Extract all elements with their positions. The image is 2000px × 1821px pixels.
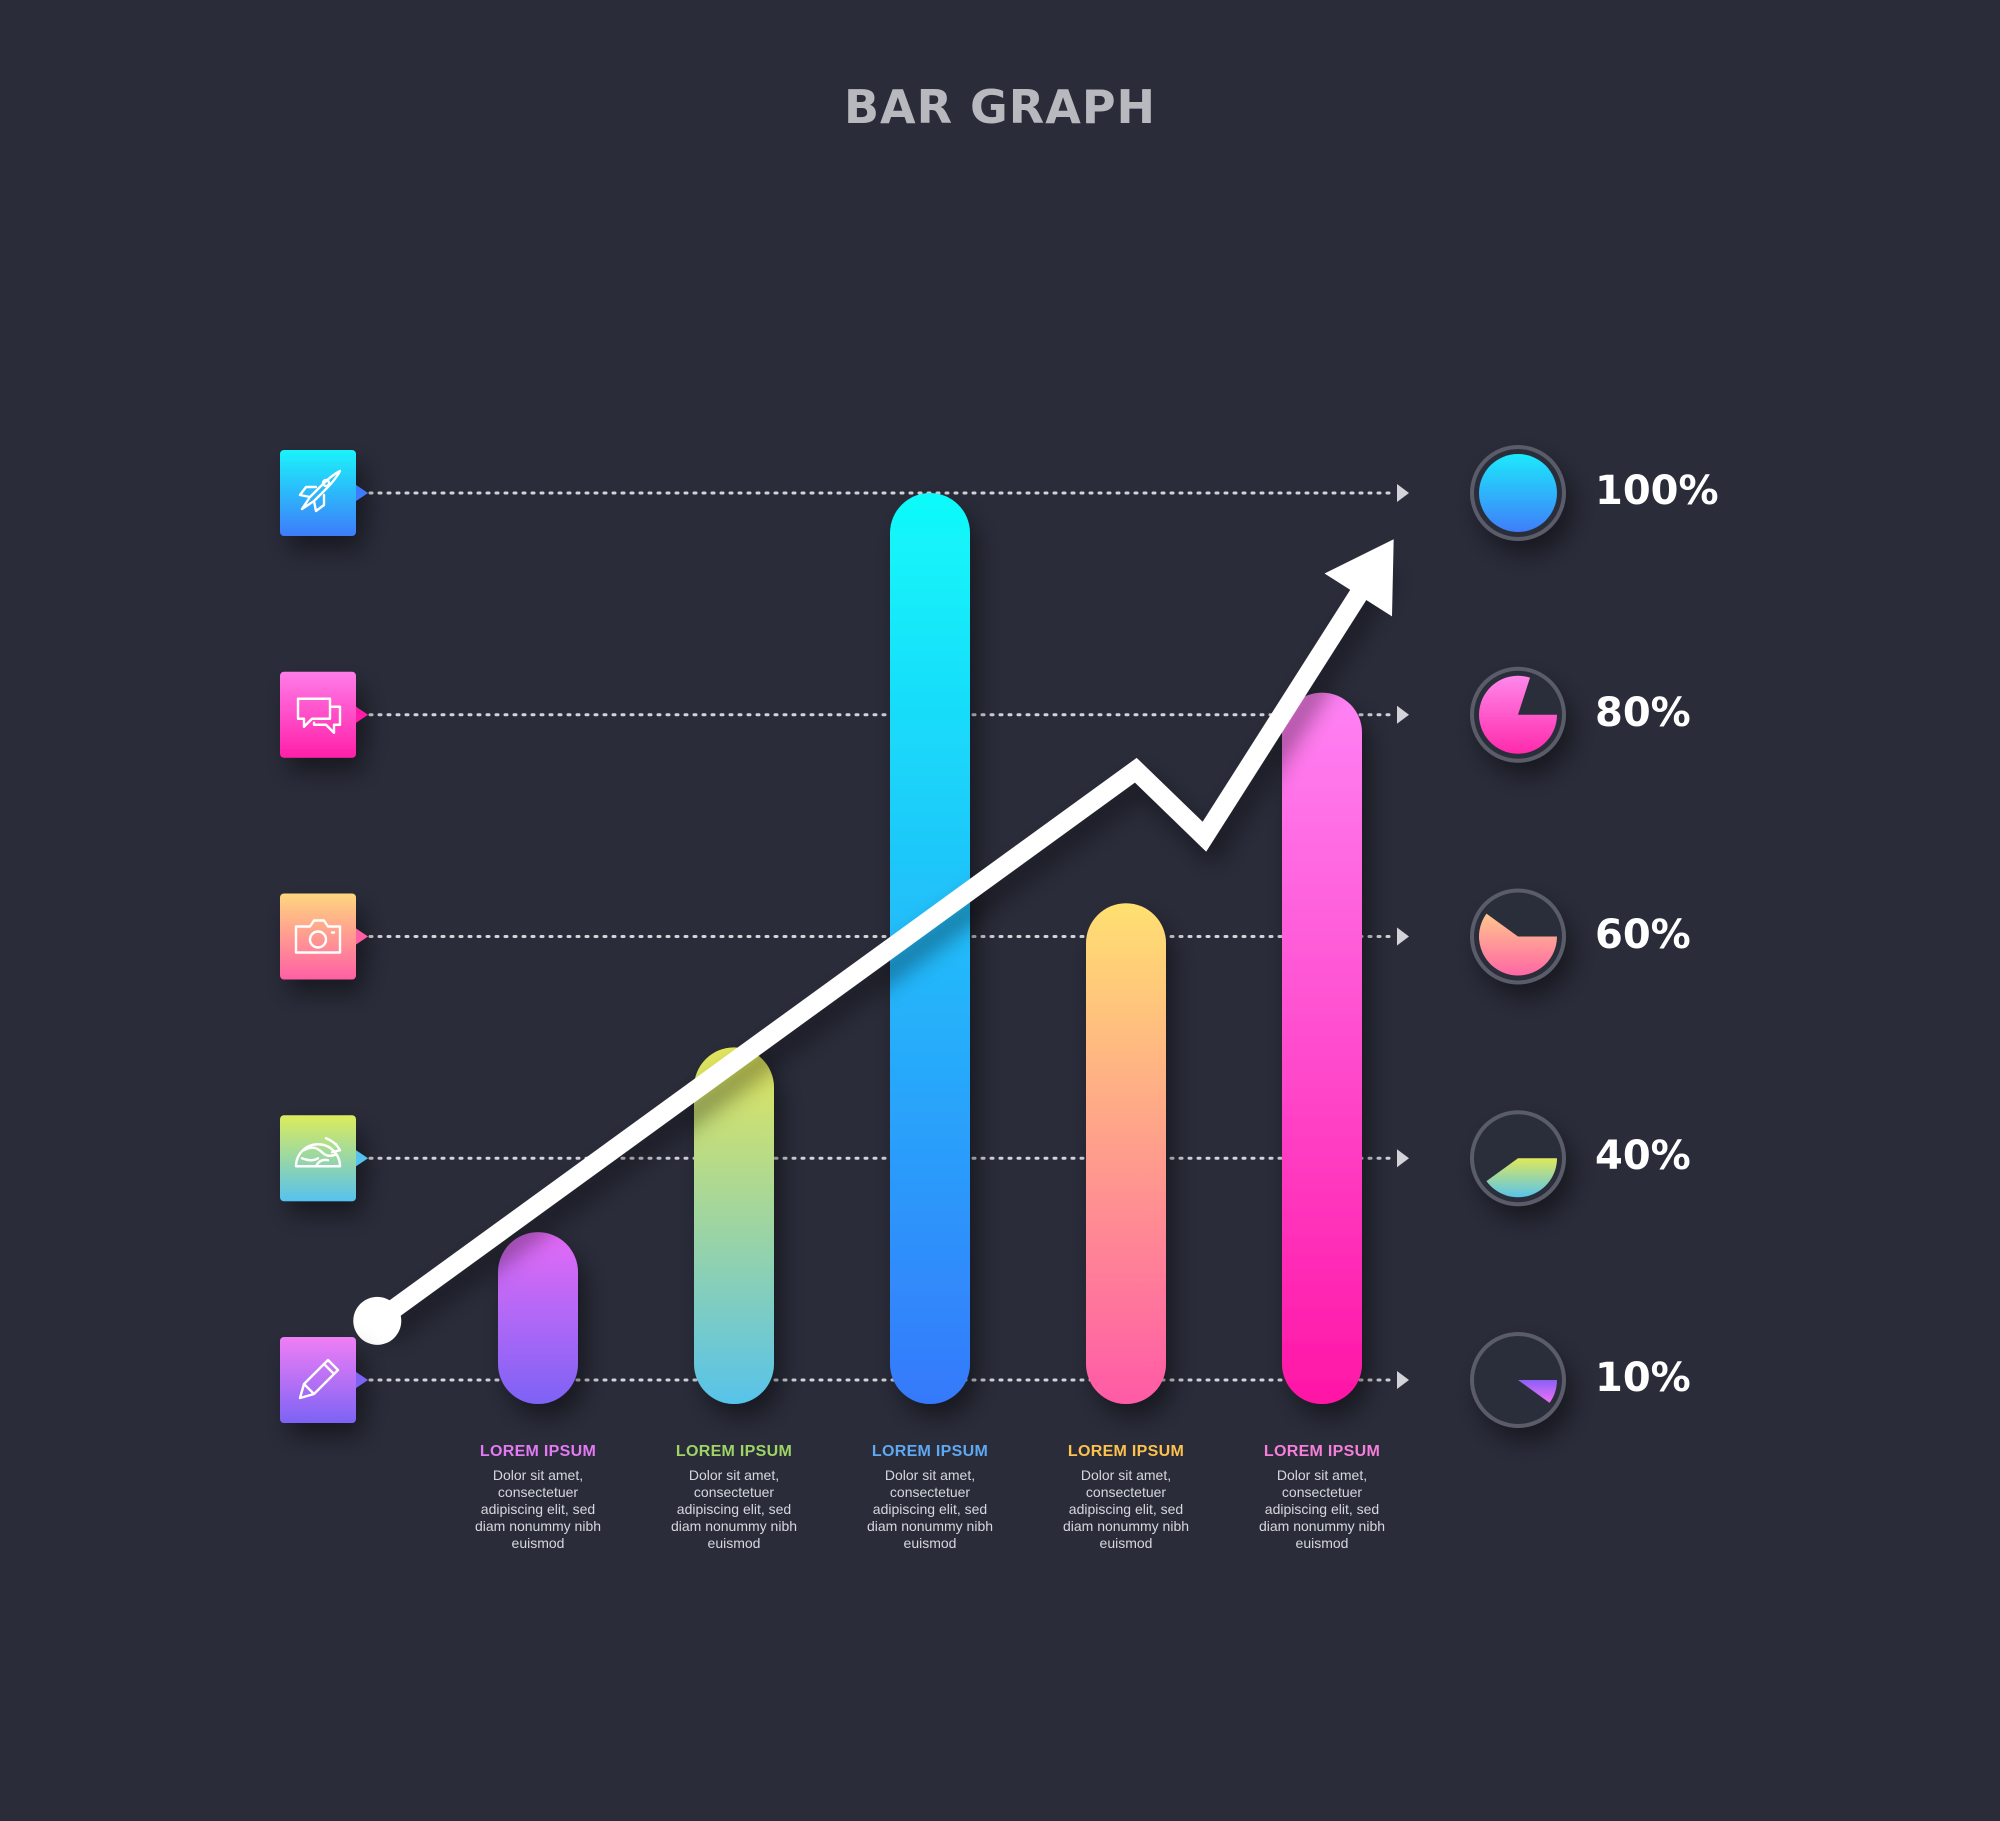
category-description-line: consectetuer: [1281, 1484, 1363, 1500]
category-description-line: consectetuer: [693, 1484, 775, 1500]
category-description-line: euismod: [1295, 1535, 1349, 1551]
grid-arrowhead: [1397, 927, 1409, 946]
category-description-line: Dolor sit amet,: [1080, 1467, 1172, 1483]
category-description-line: Dolor sit amet,: [884, 1467, 976, 1483]
icon-tile: [280, 1337, 368, 1423]
tick-pies: [1470, 445, 1566, 1428]
category-block: LOREM IPSUM Dolor sit amet, consectetuer ad…: [1036, 1443, 1216, 1552]
pie-slice: [1479, 913, 1557, 976]
pie-slice: [1479, 454, 1557, 532]
grid-arrowhead: [1397, 705, 1409, 724]
tick-pie: [1470, 1110, 1566, 1207]
bars: [498, 493, 1362, 1404]
tick-pie: [1470, 1332, 1566, 1428]
category-block: LOREM IPSUM Dolor sit amet, consectetuer ad…: [840, 1443, 1020, 1552]
grid-arrowhead: [1397, 1371, 1409, 1389]
category-description-line: euismod: [511, 1535, 565, 1551]
tick-label: 10%: [1595, 1355, 1691, 1401]
earth-icon: [294, 1137, 342, 1168]
pie-slice: [1479, 675, 1557, 754]
grid-arrowhead: [1397, 484, 1409, 502]
category-description-line: adipiscing elit, sed: [1264, 1501, 1380, 1517]
tick-pie: [1470, 445, 1566, 541]
category-label: LOREM IPSUM: [675, 1443, 793, 1460]
bar: [890, 493, 970, 1404]
category-block: LOREM IPSUM Dolor sit amet, consectetuer ad…: [448, 1443, 628, 1552]
category-description-line: consectetuer: [497, 1484, 579, 1500]
category-block: LOREM IPSUM Dolor sit amet, consectetuer ad…: [1232, 1443, 1412, 1552]
bar: [694, 1047, 774, 1404]
bar: [498, 1232, 578, 1404]
rocket-icon: [298, 469, 342, 513]
category-label: LOREM IPSUM: [1067, 1443, 1185, 1460]
category-description-line: consectetuer: [889, 1484, 971, 1500]
tick-pie: [1470, 888, 1566, 985]
trend-arrowhead: [1324, 539, 1394, 617]
icon-tile: [280, 450, 368, 536]
category-description-line: diam nonummy nibh: [1062, 1518, 1190, 1534]
category-label: LOREM IPSUM: [479, 1443, 597, 1460]
category-description-line: Dolor sit amet,: [1276, 1467, 1368, 1483]
category-description-line: Dolor sit amet,: [492, 1467, 584, 1483]
bar: [1086, 903, 1166, 1404]
category-description-line: diam nonummy nibh: [670, 1518, 798, 1534]
category-description-line: euismod: [1099, 1535, 1153, 1551]
camera-icon: [294, 919, 342, 954]
tick-label: 40%: [1595, 1133, 1691, 1180]
chart-title: BAR GRAPH: [843, 80, 1157, 134]
tick-pie: [1470, 666, 1566, 763]
category-description-line: adipiscing elit, sed: [676, 1501, 792, 1517]
trend-arrow: [353, 539, 1394, 1345]
tick-label: 80%: [1595, 689, 1691, 736]
category-description-line: adipiscing elit, sed: [480, 1501, 596, 1517]
category-description-line: euismod: [903, 1535, 957, 1551]
pie-slice: [1518, 1380, 1557, 1403]
bar: [1282, 692, 1362, 1404]
category-label: LOREM IPSUM: [1263, 1443, 1381, 1460]
pie-slice: [1486, 1158, 1557, 1198]
tick-label: 60%: [1595, 911, 1691, 958]
icon-tile: [280, 893, 368, 980]
category-description-line: consectetuer: [1085, 1484, 1167, 1500]
icon-tile: [280, 671, 368, 758]
category-description-line: diam nonummy nibh: [1258, 1518, 1386, 1534]
category-description-line: adipiscing elit, sed: [872, 1501, 988, 1517]
tick-label: 100%: [1595, 468, 1719, 514]
pencil-icon: [298, 1358, 340, 1400]
category-description-line: Dolor sit amet,: [688, 1467, 780, 1483]
category-description-line: diam nonummy nibh: [866, 1518, 994, 1534]
grid-arrowhead: [1397, 1149, 1409, 1168]
category-block: LOREM IPSUM Dolor sit amet, consectetuer ad…: [644, 1443, 824, 1552]
chat-icon: [296, 697, 342, 734]
trend-line: [371, 554, 1389, 1329]
icon-tile: [280, 1115, 368, 1202]
left-icons: [280, 450, 368, 1423]
category-description-line: euismod: [707, 1535, 761, 1551]
category-description-line: adipiscing elit, sed: [1068, 1501, 1184, 1517]
category-description-line: diam nonummy nibh: [474, 1518, 602, 1534]
trend-start-dot: [353, 1296, 402, 1345]
category-label: LOREM IPSUM: [871, 1443, 989, 1460]
